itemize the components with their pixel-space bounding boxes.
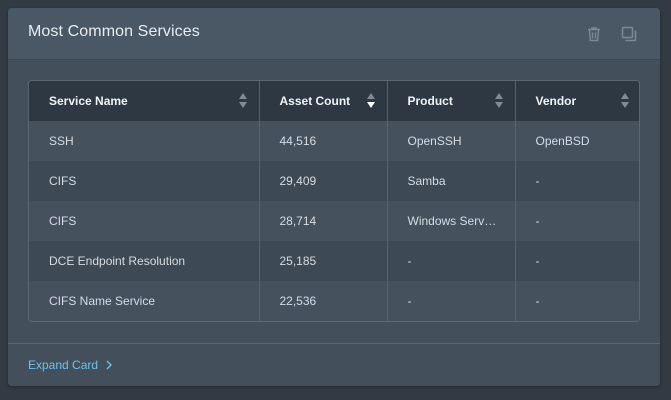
services-table: Service Name Asset Count Product Vendor <box>28 80 640 322</box>
cell-asset-count: 44,516 <box>259 121 388 161</box>
cell-product: Windows Serv… <box>387 201 516 241</box>
card-title: Most Common Services <box>28 23 200 40</box>
table-header-row: Service Name Asset Count Product Vendor <box>29 81 639 121</box>
sort-icon[interactable] <box>238 93 249 109</box>
cell-vendor: - <box>535 174 540 188</box>
cell-service-name: CIFS <box>29 161 260 201</box>
table-row[interactable]: CIFS Name Service 22,536 - - <box>29 281 639 321</box>
cell-product: - <box>387 281 516 321</box>
column-header-label: Product <box>407 94 453 108</box>
table-row[interactable]: SSH 44,516 OpenSSH OpenBSD <box>29 121 639 161</box>
card-header: Most Common Services <box>8 8 660 60</box>
column-header-label: Service Name <box>49 94 128 108</box>
cell-service-name: SSH <box>29 121 260 161</box>
sort-icon[interactable] <box>494 93 505 109</box>
column-header-label: Vendor <box>535 94 577 108</box>
cell-vendor: - <box>535 214 540 228</box>
cell-service-name: CIFS Name Service <box>29 281 260 321</box>
cell-asset-count: 22,536 <box>259 281 388 321</box>
table-row[interactable]: CIFS 28,714 Windows Serv… - <box>29 201 639 241</box>
cell-service-name: CIFS <box>29 201 260 241</box>
sort-descending-icon[interactable] <box>366 93 377 109</box>
duplicate-icon[interactable] <box>619 24 639 44</box>
cell-asset-count: 25,185 <box>259 241 388 281</box>
cell-asset-count: 29,409 <box>259 161 388 201</box>
cell-vendor: - <box>535 254 540 268</box>
column-header-product[interactable]: Product <box>387 81 516 121</box>
chevron-right-icon <box>106 360 113 370</box>
cell-product: - <box>387 241 516 281</box>
table-row[interactable]: CIFS 29,409 Samba - <box>29 161 639 201</box>
column-header-service-name[interactable]: Service Name <box>29 81 260 121</box>
cell-service-name: DCE Endpoint Resolution <box>29 241 260 281</box>
sort-icon[interactable] <box>621 93 631 109</box>
column-header-label: Asset Count <box>279 94 351 108</box>
cell-vendor: OpenBSD <box>535 134 590 148</box>
cell-product: Samba <box>387 161 516 201</box>
column-header-vendor[interactable]: Vendor <box>515 81 639 121</box>
cell-asset-count: 28,714 <box>259 201 388 241</box>
table-row[interactable]: DCE Endpoint Resolution 25,185 - - <box>29 241 639 281</box>
cell-product: OpenSSH <box>387 121 516 161</box>
services-card: Most Common Services Ser <box>8 8 660 386</box>
card-footer: Expand Card <box>8 343 660 386</box>
column-header-asset-count[interactable]: Asset Count <box>259 81 388 121</box>
cell-vendor: - <box>535 294 540 308</box>
expand-card-link[interactable]: Expand Card <box>28 358 113 372</box>
trash-icon[interactable] <box>584 24 604 44</box>
expand-card-label: Expand Card <box>28 358 99 372</box>
